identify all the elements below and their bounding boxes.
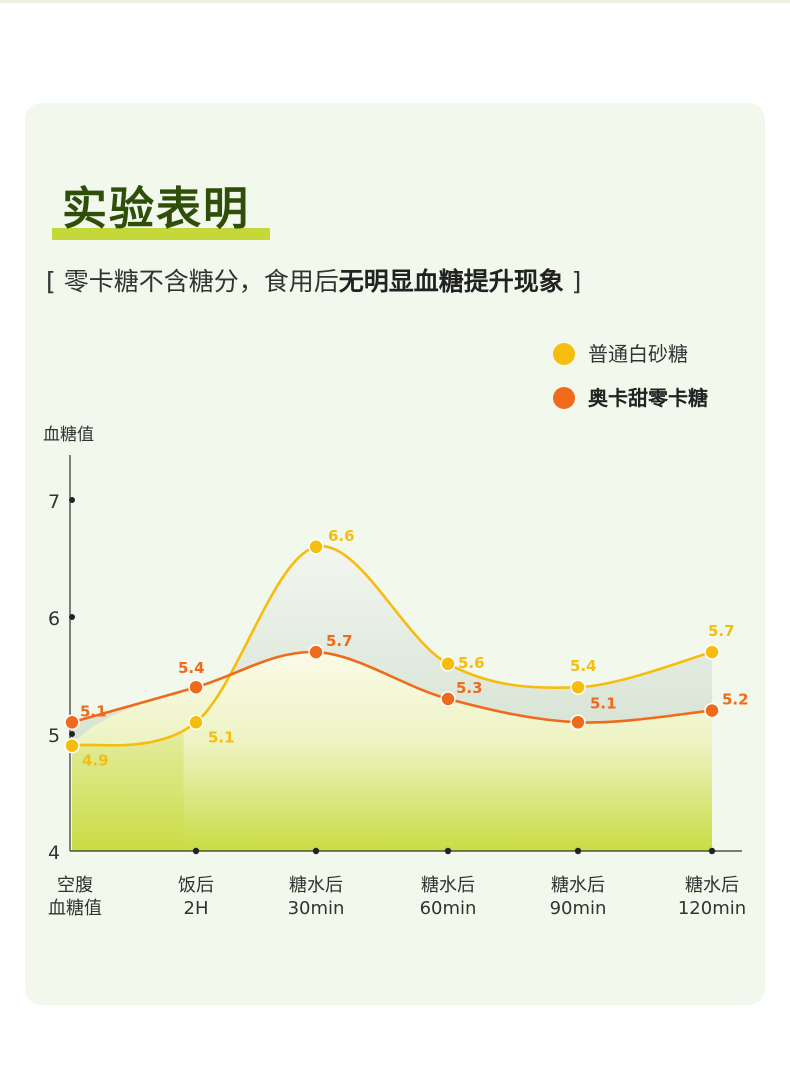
legend-label-series-0: 普通白砂糖 <box>588 342 688 366</box>
series-1-data-label: 5.7 <box>326 632 353 650</box>
plot-area: 4567空腹血糖值饭后2H糖水后30min糖水后60min糖水后90min糖水后… <box>48 455 749 919</box>
x-tick-label: 糖水后 <box>685 875 739 896</box>
x-tick-label: 2H <box>184 898 209 919</box>
series-0-data-label: 5.7 <box>708 622 735 640</box>
y-tick-dot <box>69 497 75 503</box>
y-tick-label: 7 <box>48 491 60 513</box>
series-0-point <box>440 656 456 672</box>
series-1-point <box>308 644 324 660</box>
series-1-data-label: 5.3 <box>456 679 483 697</box>
x-tick-label: 60min <box>420 898 477 919</box>
series-0-point <box>64 737 80 754</box>
subtitle-bracket-open: [ <box>46 267 64 296</box>
y-tick-label: 5 <box>48 725 60 747</box>
x-tick-label: 120min <box>678 898 746 919</box>
subtitle-bracket-close: ] <box>563 267 582 296</box>
x-tick-label: 90min <box>550 898 607 919</box>
legend-marker-series-1 <box>553 387 575 409</box>
series-1-data-label: 5.2 <box>722 691 749 709</box>
legend: 普通白砂糖 奥卡甜零卡糖 <box>553 342 708 410</box>
heading-block: 实验表明 <box>52 178 272 242</box>
x-tick-dot <box>444 847 452 855</box>
chart-card <box>25 103 765 1005</box>
area-fill <box>72 651 712 851</box>
x-tick-label: 空腹 <box>57 875 93 896</box>
series-0-point <box>188 714 204 731</box>
series-1-point <box>704 702 720 719</box>
series-0-data-label: 5.6 <box>458 654 485 672</box>
heading-underline <box>52 228 270 240</box>
subtitle-text: 零卡糖不含糖分，食用后 <box>63 267 339 296</box>
y-tick-label: 6 <box>48 608 60 630</box>
x-tick-dot <box>312 847 320 855</box>
y-tick-dot <box>69 731 75 737</box>
x-tick-dot <box>574 847 582 855</box>
y-tick-dot <box>69 614 75 620</box>
series-0-point <box>308 539 324 555</box>
series-1-point <box>570 714 586 731</box>
series-1-data-label: 5.4 <box>178 659 205 677</box>
x-tick-dot <box>192 847 200 855</box>
x-tick-label: 30min <box>288 898 345 919</box>
series-0-data-label: 5.4 <box>570 657 597 675</box>
series-1-point <box>64 714 80 731</box>
x-tick-dot <box>708 847 716 855</box>
page-title: 实验表明 <box>62 182 251 235</box>
series-1-data-label: 5.1 <box>590 694 617 712</box>
y-tick-label: 4 <box>48 842 60 864</box>
between-series-band <box>72 546 712 746</box>
series-0-data-label: 4.9 <box>82 752 109 770</box>
x-tick-label: 血糖值 <box>48 898 102 919</box>
series-1-point <box>440 691 456 707</box>
series-1-data-label: 5.1 <box>80 702 107 720</box>
legend-marker-series-0 <box>553 343 575 365</box>
series-0-point <box>570 679 586 695</box>
subtitle-emphasis: 无明显血糖提升现象 <box>338 267 564 296</box>
x-tick-label: 饭后 <box>178 875 214 896</box>
legend-label-series-1: 奥卡甜零卡糖 <box>588 386 708 410</box>
series-1-point <box>188 679 204 695</box>
x-tick-label: 糖水后 <box>551 875 605 896</box>
series-0-data-label: 5.1 <box>208 728 235 746</box>
subtitle: [ 零卡糖不含糖分，食用后无明显血糖提升现象 ] <box>46 264 746 300</box>
series-0-data-label: 6.6 <box>328 527 355 545</box>
x-tick-label: 糖水后 <box>421 875 475 896</box>
x-tick-label: 糖水后 <box>289 875 343 896</box>
series-line-1 <box>71 650 713 724</box>
top-divider <box>0 0 790 3</box>
series-0-point <box>704 644 720 660</box>
area-fill-edge <box>72 730 184 851</box>
y-axis-label: 血糖值 <box>43 425 94 445</box>
